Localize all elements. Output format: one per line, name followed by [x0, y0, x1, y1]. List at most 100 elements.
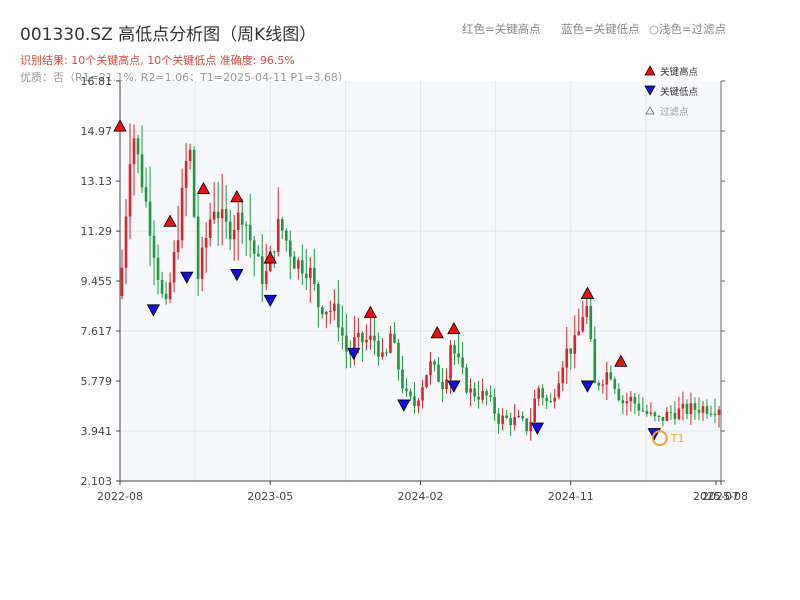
candle-body [200, 247, 204, 279]
candle-body [240, 212, 244, 225]
candle-body [208, 219, 212, 239]
candle-body [569, 348, 573, 354]
candle-body [613, 379, 617, 389]
y-tick-label: 16.81 [81, 75, 113, 88]
candle-body [649, 412, 653, 414]
x-tick-label: 2022-08 [97, 490, 143, 503]
candle-body [589, 305, 593, 340]
candle-body [292, 256, 296, 269]
high-marker [430, 326, 444, 339]
x-axis: 2022-08 2023-05 2024-02 2024-11 2025-072025-… [97, 480, 748, 503]
candle-body [260, 256, 264, 284]
candle-body [148, 201, 152, 236]
candle-body [677, 408, 681, 420]
candle-body [228, 221, 232, 240]
candle-body [272, 251, 276, 253]
candle-body [713, 413, 717, 416]
high-marker [363, 305, 378, 318]
y-tick-label: 5.779 [81, 375, 113, 388]
candle-body [669, 411, 673, 413]
high-marker [580, 286, 595, 299]
candle-body [693, 403, 697, 410]
candle-body [405, 388, 408, 392]
low-marker [580, 380, 595, 393]
candle-body [701, 406, 705, 413]
candle-body [128, 164, 132, 217]
candle-body [373, 335, 376, 341]
candle-body [533, 398, 536, 422]
candle-body [252, 240, 256, 254]
candle-body [537, 388, 540, 399]
candle-body [160, 279, 164, 294]
candle-body [256, 253, 260, 257]
candle-body [625, 401, 629, 404]
candle-body [529, 421, 532, 432]
candle-body [413, 396, 416, 407]
candle-body [365, 339, 368, 343]
candle-body [717, 409, 721, 416]
high-marker [614, 354, 628, 367]
candles [120, 123, 721, 441]
legend-high-label: 关键高点 [660, 66, 699, 78]
candle-body [601, 384, 605, 386]
y-tick-label: 9.455 [81, 275, 113, 288]
y-tick-label: 2.103 [81, 475, 113, 488]
candle-body [637, 403, 641, 411]
high-marker [196, 181, 211, 195]
candle-body [337, 303, 340, 328]
candle-body [180, 187, 184, 241]
candle-body [509, 417, 512, 426]
candle-body [525, 418, 528, 432]
candle-body [561, 367, 565, 384]
candle-body [633, 396, 637, 404]
candle-body [369, 335, 372, 340]
high-marker [163, 214, 177, 227]
candle-body [313, 267, 316, 285]
low-marker [180, 271, 194, 284]
candle-body [593, 339, 597, 383]
candle-body [196, 216, 200, 279]
candle-body [136, 138, 140, 155]
candle-body [377, 340, 380, 357]
low-marker [447, 380, 461, 393]
x-tick-label: 2023-05 [247, 490, 293, 503]
candle-body [192, 149, 196, 217]
candle-body [513, 417, 516, 426]
candle-body [505, 415, 508, 418]
candle-body [176, 240, 180, 253]
candle-body [665, 411, 669, 421]
candle-body [393, 333, 396, 343]
candle-body [220, 209, 224, 219]
candle-body [152, 235, 156, 258]
candle-body [168, 282, 172, 300]
candle-body [609, 372, 613, 380]
candle-body [493, 397, 496, 414]
low-marker [397, 399, 411, 412]
candle-body [445, 379, 448, 390]
candle-body [437, 364, 440, 382]
candle-body [276, 219, 280, 253]
candle-body [465, 367, 468, 393]
candle-body [409, 391, 412, 397]
x-tick-label: 2025-07 [693, 490, 739, 503]
candle-body [597, 382, 601, 386]
low-marker [530, 422, 545, 435]
y-tick-label: 13.13 [81, 175, 113, 188]
candle-body [172, 252, 176, 283]
candle-body [184, 160, 188, 188]
candle-body [321, 307, 324, 315]
candle-body [305, 273, 308, 278]
candle-body [449, 345, 452, 380]
legend-red-meaning: 红色=关键高点 [462, 22, 541, 36]
candle-body [345, 335, 348, 352]
candle-body [605, 372, 609, 385]
candle-body [641, 410, 645, 412]
x-tick-label: 2024-02 [398, 490, 444, 503]
y-tick-label: 3.941 [81, 425, 113, 438]
candle-body [120, 267, 124, 297]
low-marker [263, 294, 277, 308]
y-tick-label: 7.617 [81, 325, 113, 338]
candle-body [573, 335, 577, 354]
